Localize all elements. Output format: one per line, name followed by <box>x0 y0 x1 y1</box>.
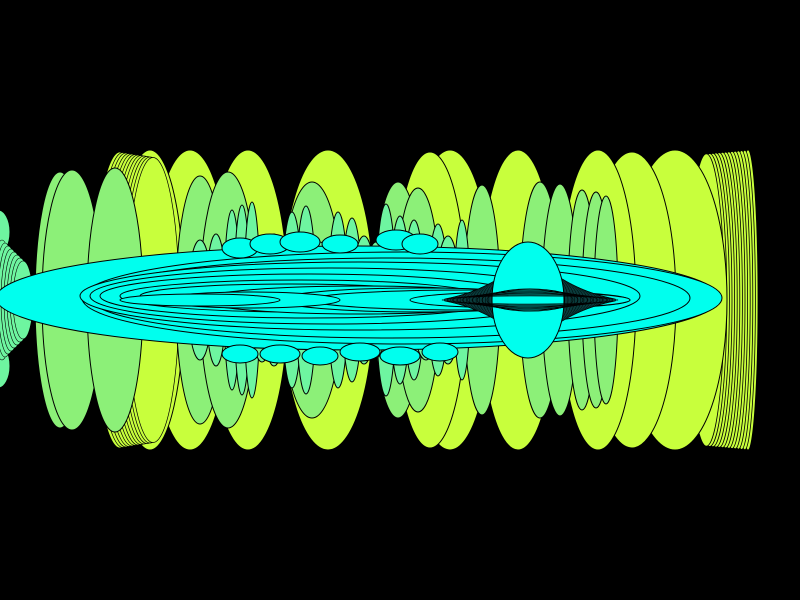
lemon-ring <box>486 288 574 312</box>
cyan-ellipse <box>379 346 421 366</box>
cyan-ellipse <box>221 344 259 364</box>
lemon-ring <box>451 294 609 306</box>
lemon-core <box>491 241 565 359</box>
lemon-ring <box>476 290 584 310</box>
lemon-ring <box>471 290 589 310</box>
lemon-ring <box>456 293 604 307</box>
lemon-ring <box>441 295 619 305</box>
cyan-ellipse <box>279 231 321 253</box>
cyan-ellipse <box>321 234 359 254</box>
lemon-ring <box>461 292 599 308</box>
cyan-ellipse <box>301 346 339 366</box>
cyan-ellipse <box>339 342 381 362</box>
cyan-ellipse <box>401 233 439 255</box>
lemon-ring <box>481 289 579 311</box>
lemon-ring <box>446 294 614 306</box>
cyan-ellipse <box>119 293 281 307</box>
cyan-ellipse <box>421 342 459 362</box>
cyan-ellipse <box>259 344 301 364</box>
cyan-lemon-shape <box>441 241 619 359</box>
lemon-ring <box>466 291 594 309</box>
